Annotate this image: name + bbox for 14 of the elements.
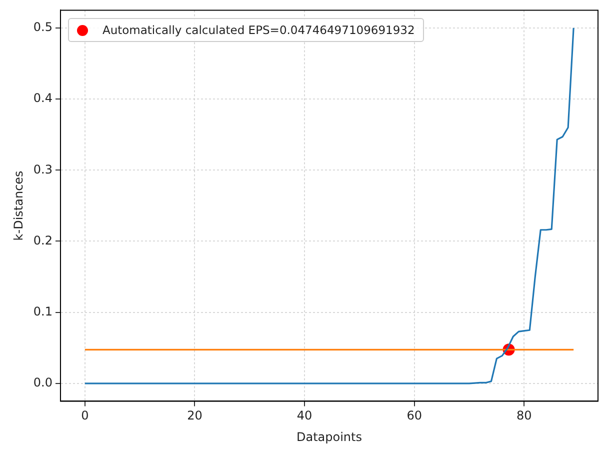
y-tick-label: 0.1 — [33, 304, 52, 318]
y-tick-label: 0.2 — [33, 233, 52, 248]
x-tick-label: 0 — [81, 408, 89, 423]
y-tick-label: 0.5 — [33, 20, 52, 34]
y-axis-title: k-Distances — [11, 170, 26, 241]
x-tick-label: 80 — [516, 408, 532, 423]
y-tick-label: 0.3 — [33, 162, 52, 176]
y-tick-label: 0.4 — [33, 91, 52, 106]
x-tick-label: 40 — [296, 408, 312, 423]
legend-label: Automatically calculated EPS=0.04746497109691932 — [102, 23, 415, 38]
y-tick-label: 0.0 — [33, 376, 52, 390]
x-axis-title: Datapoints — [296, 430, 362, 444]
x-tick-label: 60 — [406, 408, 422, 423]
x-tick-label: 20 — [187, 408, 202, 423]
